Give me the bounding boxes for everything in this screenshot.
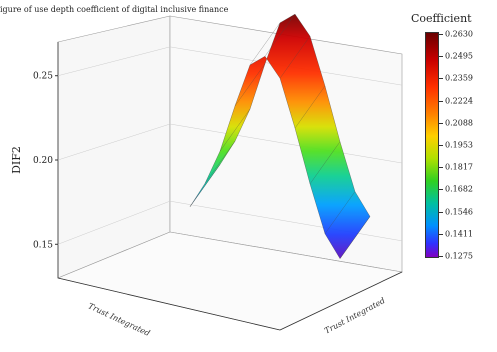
z-tick-label: 0.25 [33,72,53,82]
z-ticks: 0.15 0.20 0.25 [33,72,58,250]
colorbar-tick-label: 0.2088 [445,118,473,128]
colorbar-tick-mark [439,145,443,146]
colorbar-tick-mark [439,56,443,58]
colorbar-tick-label: 0.1682 [445,184,473,194]
colorbar-tick-label: 0.1817 [445,162,473,172]
z-tick-label: 0.20 [33,156,53,166]
colorbar-tick-mark [439,256,443,257]
colorbar-tick-label: 0.2630 [445,29,473,39]
colorbar-tick-mark [439,78,443,80]
colorbar-tick-mark [439,34,443,35]
surface-mesh-line [294,85,326,129]
colorbar-title: Coefficient [411,12,472,25]
colorbar-tick-label: 0.1546 [445,207,473,217]
surface-mesh-line [219,108,251,152]
z-tick-label: 0.15 [33,240,53,250]
surface-mesh-line [249,22,281,66]
surface-mesh-line [204,141,236,184]
x-axis-label: Trust Integrated [87,301,152,338]
colorbar-tick-mark [439,211,443,213]
colorbar-tick-label: 0.1411 [445,229,473,239]
surface [189,13,371,259]
colorbar [425,32,439,258]
surface-mesh-line [279,36,311,79]
z-gridline [57,46,403,86]
colorbar-tick-label: 0.2359 [445,73,473,83]
colorbar-tick-label: 0.1953 [445,140,473,150]
box-walls [57,15,403,331]
surface-mesh-line [324,191,356,234]
surface-mesh-line [309,141,341,184]
surface-mesh-line [234,63,266,106]
z-axis-label: DIF2 [10,146,23,174]
chart-title: igure of use depth coefficient of digita… [0,5,229,14]
colorbar-tick-label: 0.2495 [445,51,473,61]
colorbar-tick-mark [439,122,443,124]
surface-plot: 0.150.200.25 DIF2 Trust Integrated Trust… [10,13,403,338]
surface-mesh-line [189,164,221,207]
colorbar-tick-mark [439,189,443,191]
colorbar-tick-label: 0.2224 [445,96,473,106]
surface-mesh-line [264,14,296,57]
y-axis-line [279,271,403,331]
colorbar-tick-label: 0.1275 [445,251,473,261]
surface-mesh-line [339,216,371,259]
colorbar-tick-mark [439,167,443,169]
x-axis-line [57,277,281,331]
colorbar-tick-mark [439,233,443,235]
colorbar-tick-mark [439,100,443,102]
